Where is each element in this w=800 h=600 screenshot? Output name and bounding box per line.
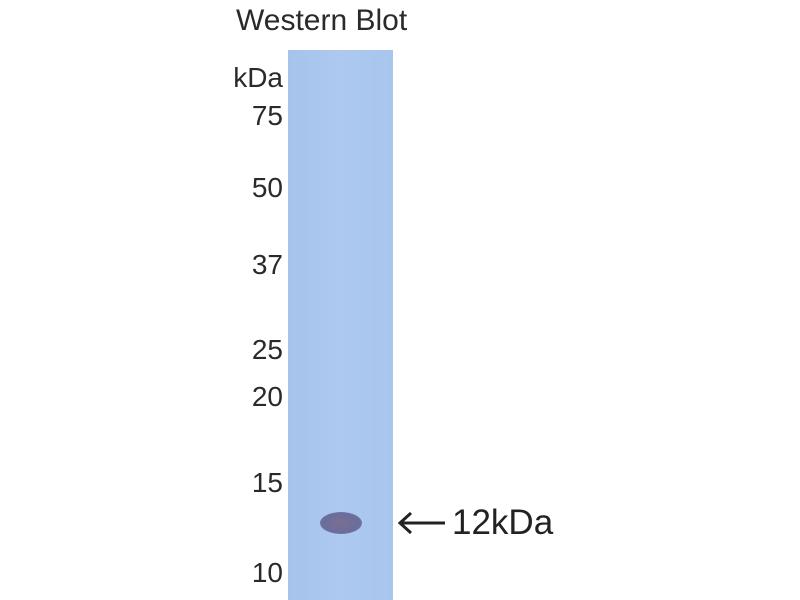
protein-band: [320, 512, 362, 534]
marker-37: 37: [251, 249, 283, 280]
marker-10: 10: [251, 557, 283, 588]
blot-lane: [288, 50, 393, 600]
marker-20: 20: [251, 381, 283, 412]
unit-label: kDa: [233, 62, 283, 93]
figure-title: Western Blot: [236, 4, 408, 37]
band-size-label: 12kDa: [452, 503, 554, 542]
left-arrow-icon: [397, 511, 445, 535]
marker-50: 50: [251, 172, 283, 203]
marker-25: 25: [251, 334, 283, 365]
marker-15: 15: [251, 467, 283, 498]
marker-75: 75: [251, 100, 283, 131]
